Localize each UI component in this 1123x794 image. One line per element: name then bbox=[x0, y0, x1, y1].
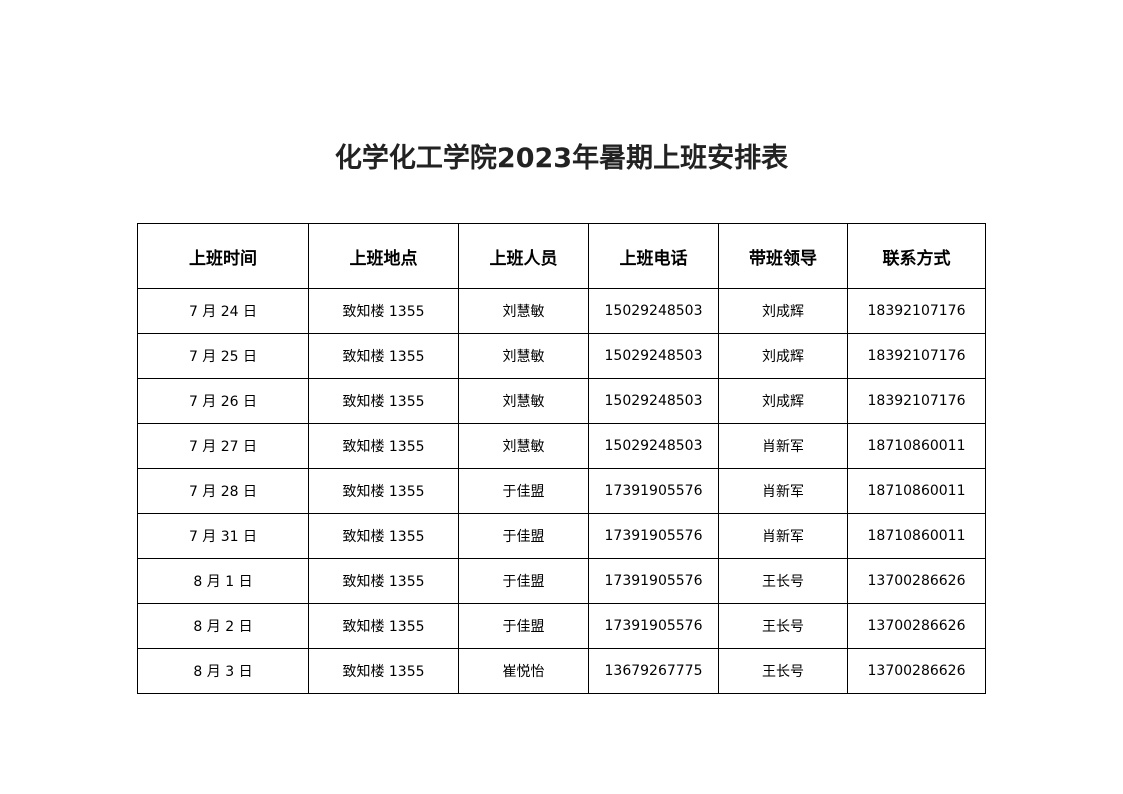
cell-time: 7 月 24 日 bbox=[137, 288, 309, 334]
cell-staff-phone: 15029248503 bbox=[588, 423, 719, 469]
cell-leader-phone: 18710860011 bbox=[847, 468, 986, 514]
cell-time: 7 月 27 日 bbox=[137, 423, 309, 469]
cell-staff: 于佳盟 bbox=[458, 558, 589, 604]
cell-staff-phone: 17391905576 bbox=[588, 468, 719, 514]
table-row: 8 月 2 日致知楼 1355 于佳盟 17391905576 王长号 13700286… bbox=[137, 603, 986, 649]
cell-leader: 刘成辉 bbox=[718, 288, 848, 334]
table-row: 7 月 25 日致知楼 1355 刘慧敏 15029248503 刘成辉 1839210… bbox=[137, 333, 986, 379]
cell-location: 致知楼 1355 bbox=[308, 333, 459, 379]
header-staff-phone: 上班电话 bbox=[588, 223, 719, 289]
cell-leader-phone: 18392107176 bbox=[847, 288, 986, 334]
cell-leader: 王长号 bbox=[718, 648, 848, 694]
header-row: 上班时间 上班地点 上班人员 上班电话 带班领导 联系方式 bbox=[137, 223, 986, 289]
cell-leader: 刘成辉 bbox=[718, 378, 848, 424]
schedule-table: 上班时间 上班地点 上班人员 上班电话 带班领导 联系方式 7 月 24 日致知… bbox=[137, 223, 986, 694]
cell-location: 致知楼 1355 bbox=[308, 558, 459, 604]
cell-leader-phone: 18710860011 bbox=[847, 513, 986, 559]
table-row: 7 月 31 日致知楼 1355 于佳盟 17391905576 肖新军 1871086… bbox=[137, 513, 986, 559]
header-time: 上班时间 bbox=[137, 223, 309, 289]
cell-leader-phone: 13700286626 bbox=[847, 603, 986, 649]
cell-staff-phone: 15029248503 bbox=[588, 378, 719, 424]
table-row: 7 月 27 日致知楼 1355 刘慧敏 15029248503 肖新军 1871086… bbox=[137, 423, 986, 469]
cell-leader: 王长号 bbox=[718, 603, 848, 649]
table-row: 7 月 26 日致知楼 1355 刘慧敏 15029248503 刘成辉 1839210… bbox=[137, 378, 986, 424]
cell-staff-phone: 17391905576 bbox=[588, 513, 719, 559]
table-row: 7 月 24 日致知楼 1355 刘慧敏 15029248503 刘成辉 1839210… bbox=[137, 288, 986, 334]
cell-location: 致知楼 1355 bbox=[308, 603, 459, 649]
cell-leader: 肖新军 bbox=[718, 423, 848, 469]
cell-location: 致知楼 1355 bbox=[308, 513, 459, 559]
cell-location: 致知楼 1355 bbox=[308, 378, 459, 424]
cell-time: 7 月 26 日 bbox=[137, 378, 309, 424]
cell-staff: 于佳盟 bbox=[458, 603, 589, 649]
cell-staff-phone: 17391905576 bbox=[588, 558, 719, 604]
cell-location: 致知楼 1355 bbox=[308, 288, 459, 334]
page-title: 化学化工学院2023年暑期上班安排表 bbox=[334, 143, 789, 174]
cell-staff: 于佳盟 bbox=[458, 468, 589, 514]
cell-location: 致知楼 1355 bbox=[308, 648, 459, 694]
cell-staff-phone: 15029248503 bbox=[588, 333, 719, 379]
header-leader: 带班领导 bbox=[718, 223, 848, 289]
cell-staff: 崔悦怡 bbox=[458, 648, 589, 694]
cell-leader-phone: 18392107176 bbox=[847, 378, 986, 424]
cell-time: 8 月 2 日 bbox=[137, 603, 309, 649]
cell-leader-phone: 13700286626 bbox=[847, 648, 986, 694]
cell-time: 8 月 3 日 bbox=[137, 648, 309, 694]
table-row: 8 月 1 日致知楼 1355 于佳盟 17391905576 王长号 13700286… bbox=[137, 558, 986, 604]
cell-leader: 刘成辉 bbox=[718, 333, 848, 379]
header-location: 上班地点 bbox=[308, 223, 459, 289]
cell-staff: 刘慧敏 bbox=[458, 288, 589, 334]
table-row: 8 月 3 日致知楼 1355 崔悦怡 13679267775 王长号 13700286… bbox=[137, 648, 986, 694]
cell-time: 7 月 28 日 bbox=[137, 468, 309, 514]
cell-leader-phone: 18710860011 bbox=[847, 423, 986, 469]
cell-leader: 肖新军 bbox=[718, 513, 848, 559]
cell-location: 致知楼 1355 bbox=[308, 423, 459, 469]
cell-staff: 于佳盟 bbox=[458, 513, 589, 559]
cell-time: 8 月 1 日 bbox=[137, 558, 309, 604]
cell-leader: 王长号 bbox=[718, 558, 848, 604]
cell-staff-phone: 17391905576 bbox=[588, 603, 719, 649]
cell-staff: 刘慧敏 bbox=[458, 378, 589, 424]
header-leader-phone: 联系方式 bbox=[847, 223, 986, 289]
cell-location: 致知楼 1355 bbox=[308, 468, 459, 514]
cell-staff-phone: 13679267775 bbox=[588, 648, 719, 694]
cell-time: 7 月 25 日 bbox=[137, 333, 309, 379]
cell-staff: 刘慧敏 bbox=[458, 333, 589, 379]
cell-leader: 肖新军 bbox=[718, 468, 848, 514]
cell-leader-phone: 13700286626 bbox=[847, 558, 986, 604]
cell-staff-phone: 15029248503 bbox=[588, 288, 719, 334]
header-staff: 上班人员 bbox=[458, 223, 589, 289]
cell-leader-phone: 18392107176 bbox=[847, 333, 986, 379]
cell-staff: 刘慧敏 bbox=[458, 423, 589, 469]
cell-time: 7 月 31 日 bbox=[137, 513, 309, 559]
table-row: 7 月 28 日致知楼 1355 于佳盟 17391905576 肖新军 1871086… bbox=[137, 468, 986, 514]
